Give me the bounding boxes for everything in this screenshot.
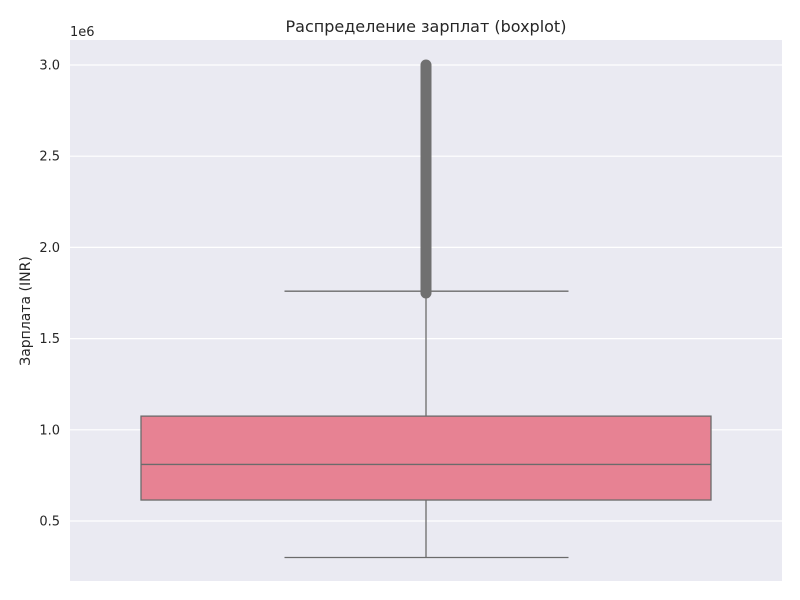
y-axis-offset-label: 1e6 — [70, 25, 95, 40]
y-tick-label: 2.5 — [39, 150, 60, 165]
y-axis-label: Зарплата (INR) — [18, 256, 34, 366]
y-tick-label: 2.0 — [39, 241, 60, 256]
y-tick-label: 0.5 — [39, 515, 60, 530]
iqr-box — [140, 415, 712, 501]
box-series — [140, 59, 712, 559]
y-tick-label: 3.0 — [39, 59, 60, 74]
y-tick-label: 1.0 — [39, 423, 60, 438]
chart-title: Распределение зарплат (boxplot) — [286, 17, 567, 36]
y-axis-ticks: 0.5 1.0 1.5 2.0 2.5 3.0 — [39, 59, 60, 530]
y-tick-label: 1.5 — [39, 332, 60, 347]
